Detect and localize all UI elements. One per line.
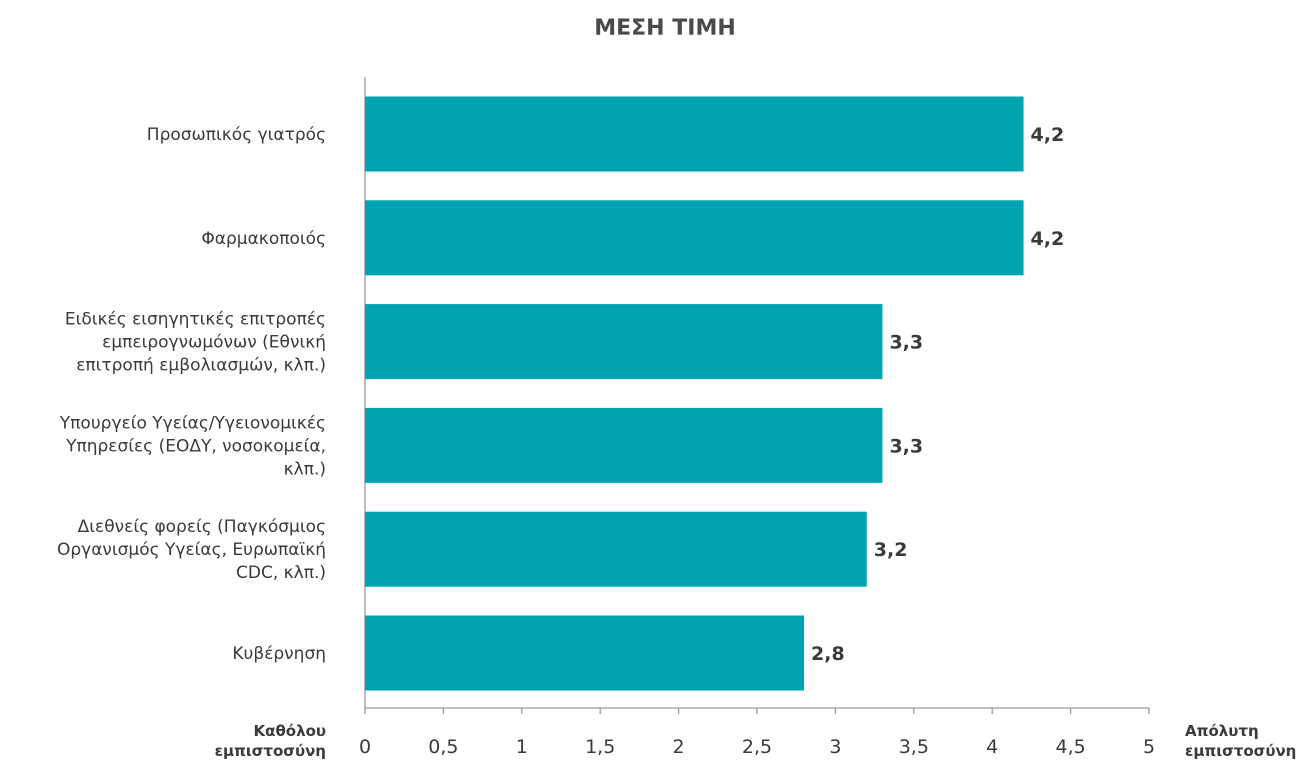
category-label-line: Διεθνείς φορείς (Παγκόσμιος [78, 517, 326, 537]
chart-title: ΜΕΣΗ ΤΙΜΗ [594, 16, 736, 41]
value-label: 4,2 [1031, 228, 1065, 250]
x-min-label: Καθόλου εμπιστοσύνη [215, 722, 326, 760]
x-max-label: Απόλυτη εμπιστοσύνη [1185, 722, 1296, 760]
bar [365, 200, 1024, 276]
value-label: 3,3 [889, 435, 923, 457]
bar [365, 615, 805, 691]
x-tick-label: 3 [829, 736, 841, 758]
value-label: 3,2 [874, 539, 908, 561]
x-min-label-line: εμπιστοσύνη [215, 742, 326, 760]
category-label-line: Υπουργείο Υγείας/Υγειονομικές [59, 413, 326, 433]
x-tick-label: 4 [986, 736, 998, 758]
x-tick-label: 0 [359, 736, 371, 758]
x-tick-label: 2 [673, 736, 685, 758]
category-label-line: εμπειρογνωμόνων (Εθνική [102, 333, 326, 353]
bar [365, 511, 867, 587]
category-label: Διεθνείς φορείς (Παγκόσμιος Οργανισμός Υγ… [57, 517, 326, 583]
category-label-line: κλπ.) [284, 459, 326, 479]
value-label: 4,2 [1031, 124, 1065, 146]
x-tick-label: 5 [1143, 736, 1155, 758]
bar [365, 96, 1024, 172]
category-label: Φαρμακοποιός [201, 229, 326, 249]
x-max-label-line: εμπιστοσύνη [1185, 742, 1296, 760]
category-label-line: επιτροπή εμβολιασμών, κλπ.) [76, 356, 326, 376]
x-max-label-line: Απόλυτη [1185, 722, 1259, 740]
plot-area: 4,2 Προσωπικός γιατρός 4,2 Φαρμακοποιός 3,3 Ε… [57, 77, 1296, 760]
bar [365, 407, 883, 483]
category-label-line: Οργανισμός Υγείας, Ευρωπαϊκή [57, 540, 326, 560]
category-label: Κυβέρνηση [232, 644, 326, 664]
category-label-line: Κυβέρνηση [232, 644, 326, 664]
x-tick-label: 2,5 [742, 736, 772, 758]
x-tick-label: 1 [516, 736, 528, 758]
category-label: Υπουργείο Υγείας/Υγειονομικές Υπηρεσίες (… [59, 413, 326, 479]
category-label: Προσωπικός γιατρός [147, 125, 326, 145]
x-min-label-line: Καθόλου [254, 722, 326, 740]
category-label-line: Ειδικές εισηγητικές επιτροπές [65, 310, 326, 330]
value-label: 2,8 [811, 643, 845, 665]
value-label: 3,3 [889, 332, 923, 354]
x-tick-label: 1,5 [585, 736, 615, 758]
x-tick-label: 3,5 [899, 736, 929, 758]
category-label-line: CDC, κλπ.) [236, 563, 326, 583]
category-label: Ειδικές εισηγητικές επιτροπές εμπειρογνωμ… [65, 310, 326, 376]
bar [365, 304, 883, 380]
x-tick-label: 4,5 [1055, 736, 1085, 758]
category-label-line: Προσωπικός γιατρός [147, 125, 326, 145]
category-label-line: Υπηρεσίες (ΕΟΔΥ, νοσοκομεία, [65, 436, 326, 456]
x-tick-label: 0,5 [428, 736, 458, 758]
category-label-line: Φαρμακοποιός [201, 229, 326, 249]
